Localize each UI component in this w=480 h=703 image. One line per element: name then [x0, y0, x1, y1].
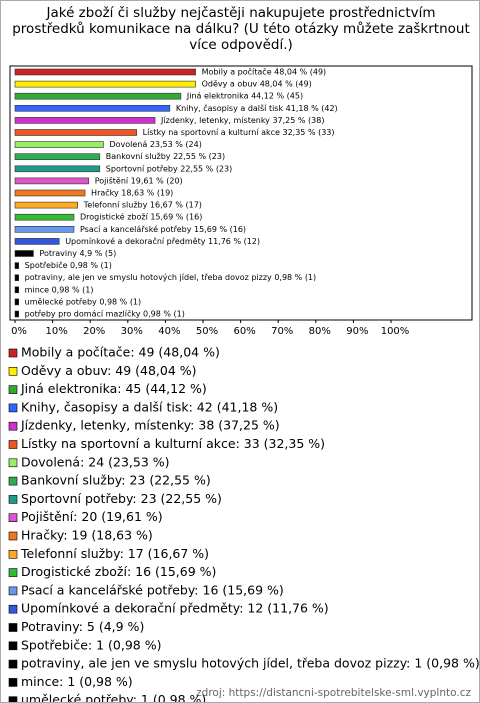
x-tick-label: 50% — [196, 326, 218, 337]
bar-label: umělecké potřeby 0,98 % (1) — [25, 296, 141, 306]
bar — [14, 310, 19, 318]
bar — [14, 226, 75, 233]
bar-label: Sportovní potřeby 22,55 % (23) — [106, 164, 232, 173]
legend-swatch — [8, 421, 18, 431]
legend-label: Hračky: 19 (18,63 %) — [21, 528, 153, 543]
bar-label: Potraviny 4,9 % (5) — [39, 249, 116, 258]
x-tick-label: 80% — [309, 326, 331, 337]
legend-label: Drogistické zboží: 16 (15,69 %) — [21, 564, 216, 579]
legend-swatch — [8, 348, 18, 358]
chart-title: Jaké zboží či služby nejčastěji nakupuje… — [12, 5, 470, 53]
source: zdroj: https://distancni-spotrebitelske-… — [196, 687, 471, 699]
legend-swatch — [8, 366, 18, 376]
legend-label: Pojištění: 20 (19,61 %) — [21, 509, 163, 524]
bar-label: Hračky 18,63 % (19) — [91, 188, 173, 198]
bar-label: Lístky na sportovní a kulturní akce 32,3… — [143, 128, 335, 137]
bar-label: Jiná elektronika 44,12 % (45) — [186, 92, 303, 101]
bar — [14, 117, 156, 124]
bar-label: Jízdenky, letenky, místenky 37,25 % (38) — [160, 116, 324, 125]
legend-swatch — [8, 403, 18, 413]
legend-label: Potraviny: 5 (4,9 %) — [21, 619, 144, 634]
bar-label: Oděvy a obuv 48,04 % (49) — [202, 80, 312, 89]
legend-swatch — [8, 568, 18, 577]
bar-label: Spotřebiče 0,98 % (1) — [25, 260, 112, 270]
bar-label: Drogistické zboží 15,69 % (16) — [80, 212, 202, 222]
bar — [14, 238, 60, 245]
legend-swatch — [8, 641, 18, 651]
bar — [14, 213, 75, 221]
bar — [14, 177, 90, 185]
legend-label: potraviny, ale jen ve smyslu hotových jí… — [21, 656, 479, 671]
legend-swatch — [8, 696, 18, 702]
bar — [14, 153, 101, 160]
legend-swatch — [8, 513, 18, 523]
legend-swatch — [8, 604, 18, 614]
bar-label: Pojištění 19,61 % (20) — [95, 175, 183, 185]
legend-swatch — [8, 385, 18, 394]
legend-label: Jízdenky, letenky, místenky: 38 (37,25 %… — [20, 418, 280, 433]
bar — [14, 298, 19, 306]
bar — [14, 129, 137, 136]
x-tick-label: 40% — [158, 326, 180, 337]
legend-swatch — [8, 495, 18, 504]
legend-swatch — [8, 678, 18, 687]
legend-swatch — [8, 440, 18, 449]
legend-swatch — [8, 586, 18, 596]
x-tick-label: 10% — [45, 326, 67, 337]
legend-label: mince: 1 (0,98 %) — [21, 674, 133, 689]
legend-label: Lístky na sportovní a kulturní akce: 33 … — [21, 436, 325, 451]
bar — [14, 274, 19, 282]
legend-label: Jiná elektronika: 45 (44,12 %) — [20, 381, 207, 396]
legend-label: Upomínkové a dekorační předměty: 12 (11,… — [21, 601, 329, 616]
x-tick-label: 100% — [381, 326, 410, 337]
bar-label: Knihy, časopisy a další tisk 41,18 % (42… — [176, 103, 338, 113]
bar-label: potřeby pro domácí mazlíčky 0,98 % (1) — [25, 309, 185, 319]
bar-label: Upomínkové a dekorační předměty 11,76 % … — [65, 236, 260, 246]
legend-label: Spotřebiče: 1 (0,98 %) — [21, 637, 162, 652]
legend-swatch — [8, 531, 18, 541]
bar — [14, 262, 19, 269]
legend-label: Psací a kancelářské potřeby: 16 (15,69 %… — [21, 582, 284, 597]
bar-label: Telefonní služby 16,67 % (17) — [83, 201, 202, 210]
bar — [14, 141, 104, 148]
bar-label: mince 0,98 % (1) — [25, 285, 94, 294]
bar — [14, 68, 196, 76]
bar-label: Bankovní služby 22,55 % (23) — [106, 152, 225, 161]
bar — [14, 189, 86, 197]
bar-label: Psací a kancelářské potřeby 15,69 % (16) — [80, 224, 246, 234]
bar — [14, 105, 171, 112]
legend-label: Knihy, časopisy a další tisk: 42 (41,18 … — [21, 399, 278, 414]
x-tick-label: 60% — [233, 326, 255, 337]
bar-label: potraviny, ale jen ve smyslu hotových jí… — [25, 273, 316, 282]
legend-swatch — [8, 549, 18, 559]
legend-label: Dovolená: 24 (23,53 %) — [21, 454, 170, 469]
legend-label: Telefonní služby: 17 (16,67 %) — [20, 546, 209, 561]
legend-swatch — [8, 623, 18, 632]
legend-label: Mobily a počítače: 49 (48,04 %) — [21, 345, 220, 360]
x-tick-label: 70% — [271, 326, 293, 337]
x-tick-label: 90% — [346, 326, 368, 337]
legend-label: Oděvy a obuv: 49 (48,04 %) — [21, 363, 197, 378]
x-tick-label: 30% — [121, 326, 143, 337]
bar — [14, 92, 182, 100]
bar-label: Mobily a počítače 48,04 % (49) — [202, 67, 327, 77]
bar — [14, 201, 78, 209]
x-tick-label: 0% — [11, 326, 27, 337]
bar — [14, 250, 34, 257]
bar — [14, 80, 196, 88]
legend-label: Sportovní potřeby: 23 (22,55 %) — [21, 491, 222, 506]
bar — [14, 165, 101, 173]
legend-swatch — [8, 458, 18, 468]
legend-swatch — [8, 659, 18, 669]
bar — [14, 286, 19, 294]
legend-swatch — [8, 476, 18, 486]
legend-label: umělecké potřeby: 1 (0,98 %) — [21, 692, 206, 702]
legend-label: Bankovní služby: 23 (22,55 %) — [21, 473, 211, 488]
x-tick-label: 20% — [83, 326, 105, 337]
bar-label: Dovolená 23,53 % (24) — [109, 140, 201, 149]
